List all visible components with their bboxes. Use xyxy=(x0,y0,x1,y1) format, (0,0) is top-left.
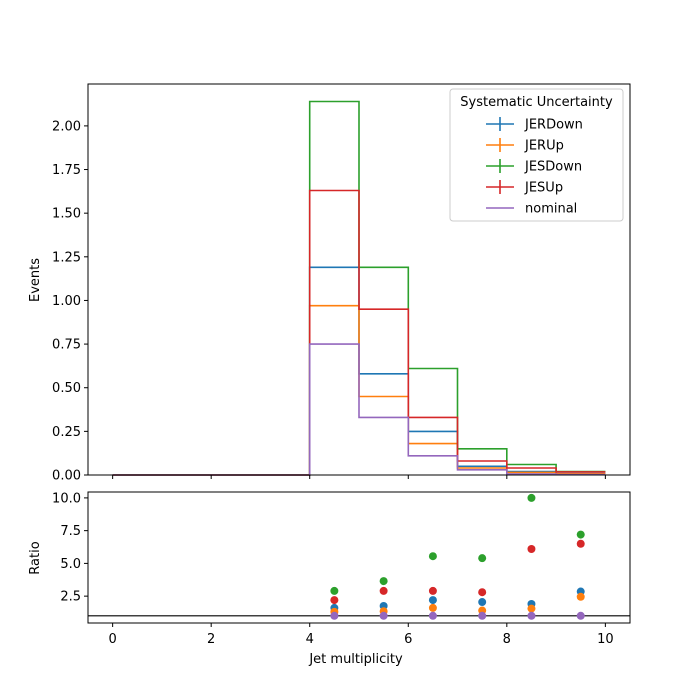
legend-entry-jesdown: JESDown xyxy=(486,159,582,175)
ratio-y-axis-label: Ratio xyxy=(28,541,43,574)
ratio-point-jesdown xyxy=(428,552,437,561)
histogram-y-tick-label: 2.00 xyxy=(52,119,81,134)
ratio-point-jesdown xyxy=(527,493,536,502)
x-axis-label: Jet multiplicity xyxy=(308,652,403,667)
ratio-x-ticks: 0 2 4 6 8 10 xyxy=(108,623,614,647)
ratio-point-jesup xyxy=(428,586,437,595)
legend-entry-jerup: JERUp xyxy=(486,138,564,154)
ratio-point-jesup xyxy=(527,544,536,553)
ratio-point-jerup xyxy=(428,603,437,612)
ratio-x-tick-label: 4 xyxy=(306,632,314,647)
histogram-y-tick-label: 0.00 xyxy=(52,469,81,484)
ratio-point-jesdown xyxy=(379,577,388,586)
ratio-point-jesdown xyxy=(478,554,487,563)
histogram-y-tick-label: 1.50 xyxy=(52,207,81,222)
ratio-point-jerdown xyxy=(428,596,437,605)
legend-entry-nominal: nominal xyxy=(486,202,577,217)
ratio-point-nominal xyxy=(330,611,339,620)
ratio-point-jesup xyxy=(478,588,487,597)
histogram-y-tick-label: 1.75 xyxy=(52,163,81,178)
ratio-y-tick-label: 5.0 xyxy=(60,557,81,572)
ratio-x-tick-label: 2 xyxy=(207,632,215,647)
ratio-point-jerup xyxy=(527,604,536,613)
ratio-point-jerdown xyxy=(478,598,487,607)
legend-title: Systematic Uncertainty xyxy=(460,95,613,110)
histogram-y-tick-label: 1.25 xyxy=(52,250,81,265)
ratio-point-jesdown xyxy=(576,530,585,539)
ratio-point-jesup xyxy=(379,586,388,595)
ratio-point-jesdown xyxy=(330,586,339,595)
ratio-point-nominal xyxy=(379,611,388,620)
legend-label: JERDown xyxy=(524,118,583,133)
ratio-y-tick-label: 2.5 xyxy=(60,590,81,605)
histogram-y-tick-label: 0.75 xyxy=(52,338,81,353)
legend-entry-jesup: JESUp xyxy=(486,180,563,196)
ratio-axes-frame xyxy=(87,491,631,624)
ratio-point-jerup xyxy=(576,592,585,601)
ratio-point-nominal xyxy=(428,611,437,620)
legend-label: JESDown xyxy=(524,160,582,175)
legend-entry-jerdown: JERDown xyxy=(486,117,583,133)
histogram-panel: 0.00 0.25 0.50 0.75 1.00 1.25 1.50 1.75 2.00 Eve… xyxy=(28,83,631,484)
ratio-point-nominal xyxy=(576,611,585,620)
ratio-y-ticks: 2.5 5.0 7.5 10.0 xyxy=(52,491,88,605)
histogram-axes-frame xyxy=(87,83,631,476)
legend-label: JESUp xyxy=(524,181,563,196)
ratio-points-group xyxy=(330,493,585,620)
ratio-x-tick-label: 0 xyxy=(108,632,116,647)
ratio-x-tick-label: 6 xyxy=(404,632,412,647)
histogram-y-tick-label: 0.50 xyxy=(52,381,81,396)
histogram-y-tick-label: 0.25 xyxy=(52,425,81,440)
histogram-y-axis-label: Events xyxy=(28,258,43,302)
ratio-x-tick-label: 8 xyxy=(503,632,511,647)
ratio-panel: 2.5 5.0 7.5 10.0 0 2 4 6 8 10 Ratio Jet multipli… xyxy=(28,491,631,667)
legend-label: JERUp xyxy=(524,139,564,154)
legend-label: nominal xyxy=(525,202,577,217)
ratio-point-nominal xyxy=(478,611,487,620)
histogram-y-ticks: 0.00 0.25 0.50 0.75 1.00 1.25 1.50 1.75 2.00 xyxy=(52,119,88,484)
ratio-point-nominal xyxy=(527,611,536,620)
ratio-point-jesup xyxy=(330,596,339,605)
ratio-x-tick-label: 10 xyxy=(597,632,614,647)
histogram-y-tick-label: 1.00 xyxy=(52,294,81,309)
ratio-y-tick-label: 10.0 xyxy=(52,491,81,506)
ratio-point-jesup xyxy=(576,539,585,548)
legend: Systematic Uncertainty JERDown JERUp JESDow… xyxy=(449,88,624,222)
legend-box xyxy=(449,88,624,222)
histogram-x-ticks xyxy=(112,475,606,479)
ratio-y-tick-label: 7.5 xyxy=(60,524,81,539)
